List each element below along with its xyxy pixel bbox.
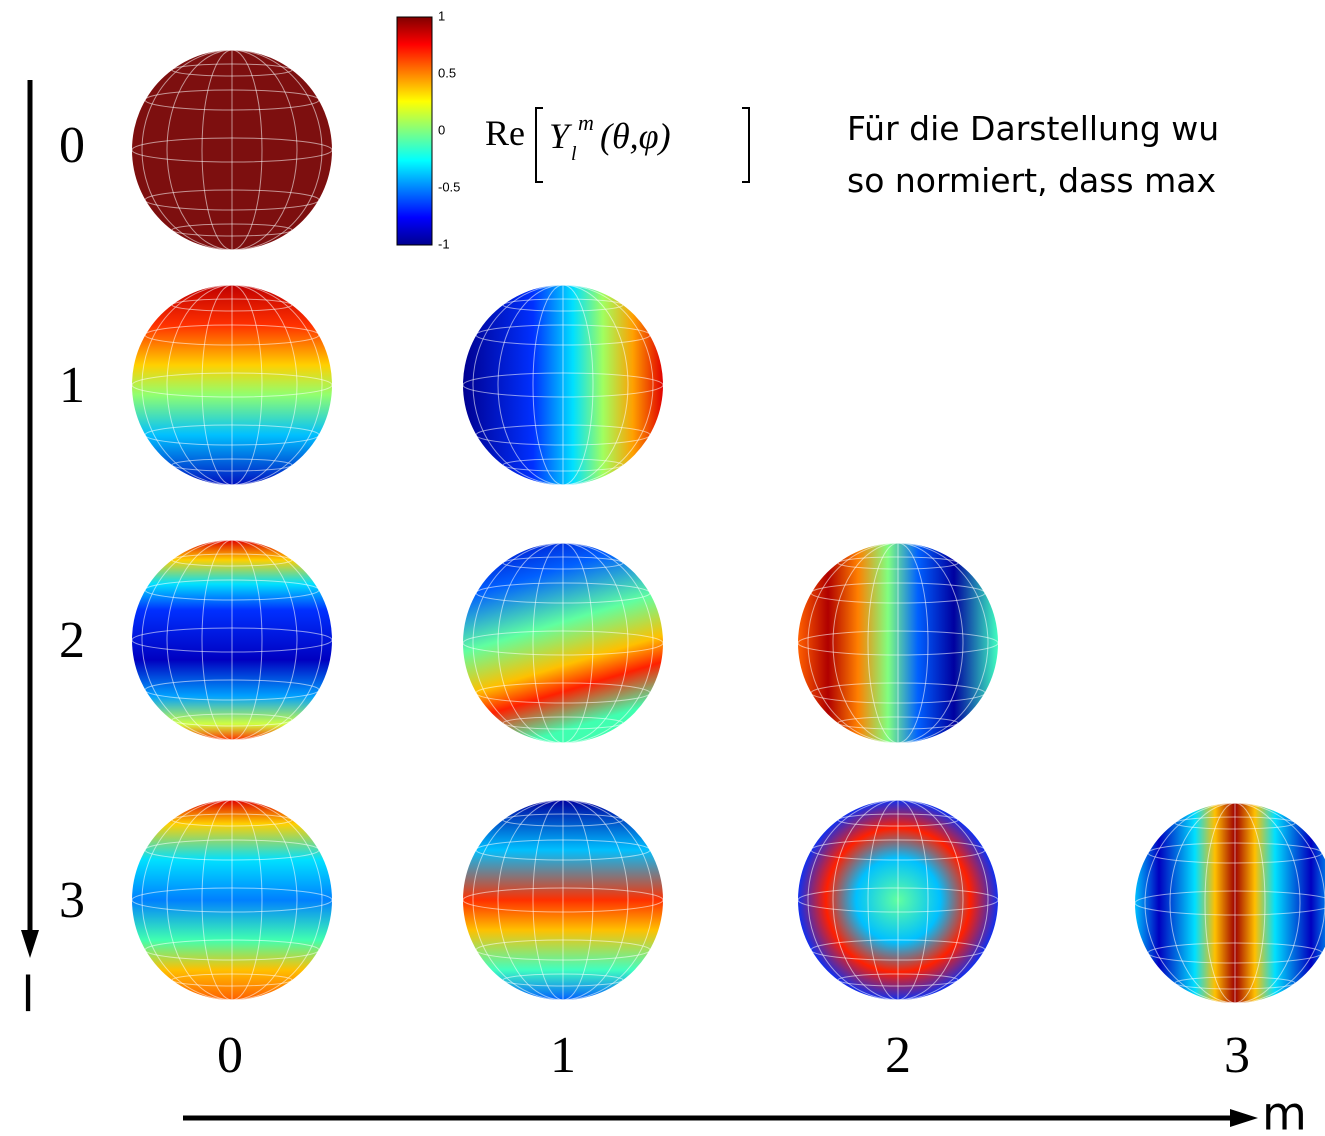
column-label: 0 <box>217 1027 243 1084</box>
sphere <box>132 800 332 1000</box>
colorbar-tick: 1 <box>438 8 445 23</box>
sphere <box>798 800 998 1000</box>
row-label: 1 <box>59 357 85 414</box>
note-line: Für die Darstellung wu <box>847 109 1219 148</box>
diagram: 1 0.5 0 -0.5 -1 Re Y l m (θ,φ) Für die D… <box>0 0 1325 1136</box>
sphere <box>798 543 998 743</box>
sphere <box>463 800 663 1000</box>
l-axis-label: l <box>21 967 34 1023</box>
row-label: 0 <box>59 117 85 174</box>
sphere <box>1135 803 1325 1003</box>
formula-symbol: Y <box>549 116 573 156</box>
formula: Re Y l m (θ,φ) <box>485 108 749 182</box>
bracket <box>742 108 749 182</box>
sphere <box>132 285 332 485</box>
bracket <box>536 108 543 182</box>
colorbar <box>397 17 432 245</box>
colorbar-tick: 0.5 <box>438 65 456 80</box>
row-label: 3 <box>59 872 85 929</box>
page: 1 0.5 0 -0.5 -1 Re Y l m (θ,φ) Für die D… <box>0 0 1325 1136</box>
formula-sub: l <box>571 143 577 165</box>
column-label: 3 <box>1224 1027 1250 1084</box>
column-label: 2 <box>885 1027 911 1084</box>
formula-args: (θ,φ) <box>600 116 671 156</box>
note-line: so normiert, dass max <box>847 161 1216 200</box>
colorbar-tick: -1 <box>438 236 450 251</box>
row-label: 2 <box>59 612 85 669</box>
column-label: 1 <box>550 1027 576 1084</box>
arrowhead <box>21 930 39 958</box>
colorbar-tick: -0.5 <box>438 179 460 194</box>
sphere <box>463 285 663 485</box>
arrowhead <box>1230 1109 1258 1127</box>
sphere <box>463 543 663 743</box>
sphere <box>132 50 332 250</box>
colorbar-tick: 0 <box>438 122 445 137</box>
formula-sup: m <box>578 110 594 135</box>
sphere <box>132 540 332 740</box>
m-axis-label: m <box>1262 1087 1307 1136</box>
formula-re: Re <box>485 113 525 153</box>
